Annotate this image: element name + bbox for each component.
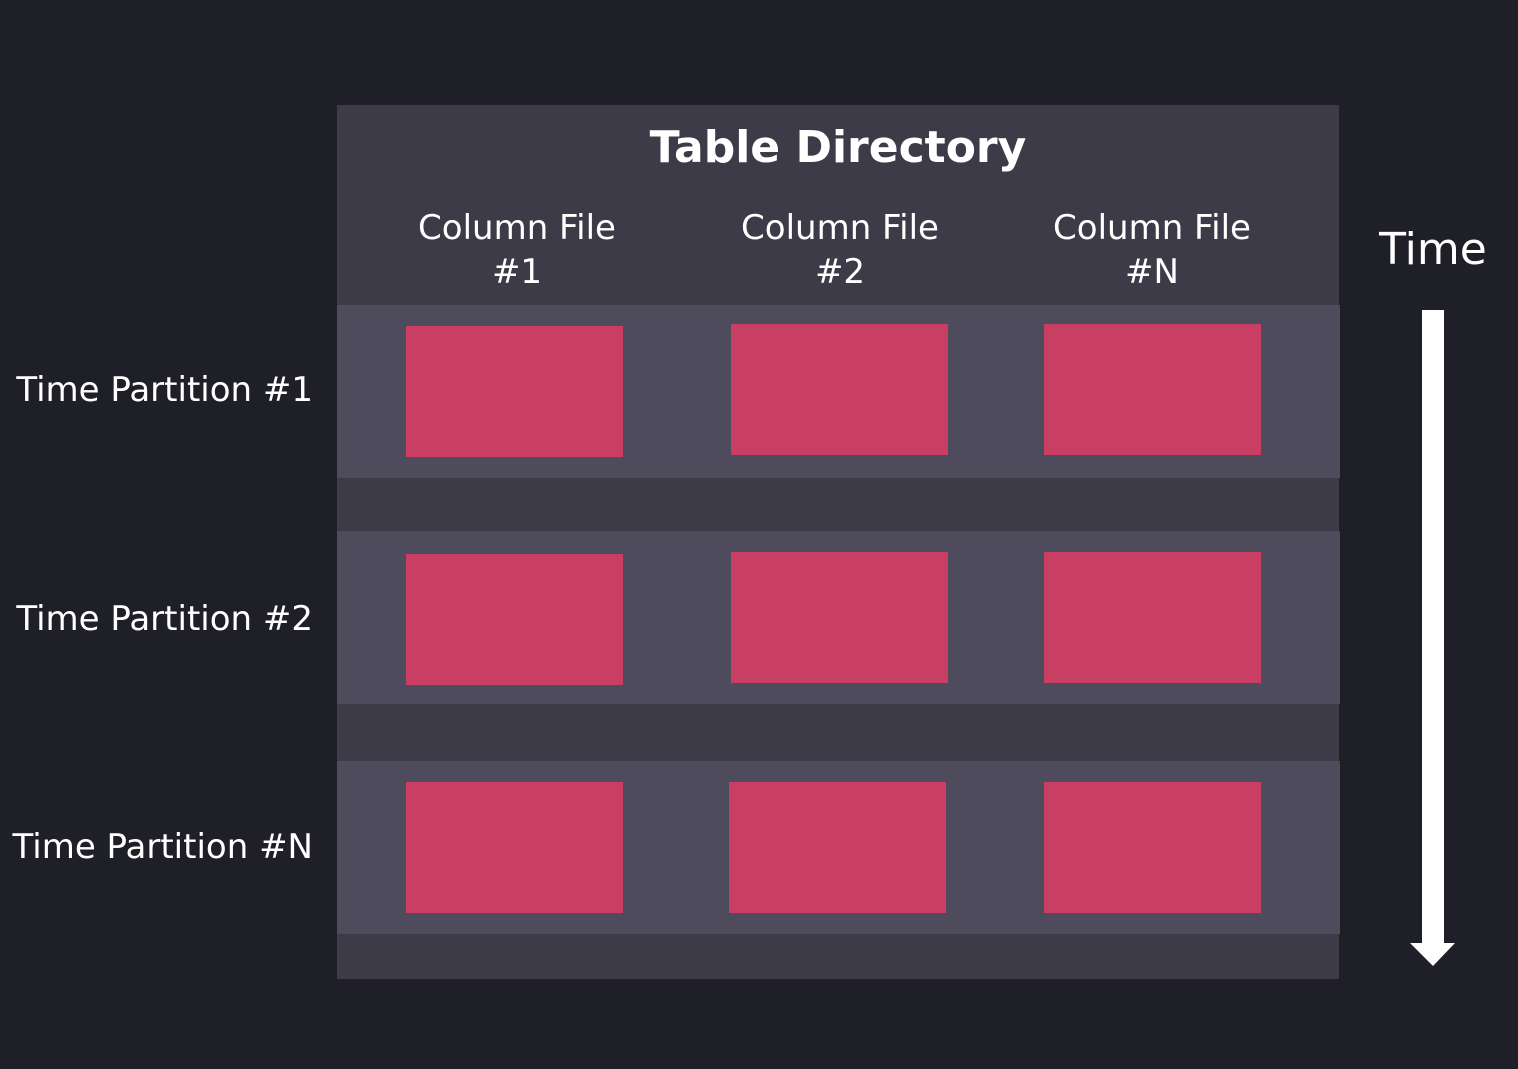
column-file-block	[729, 782, 946, 913]
column-file-block	[1044, 324, 1261, 455]
partition-label-1: Time Partition #1	[16, 370, 313, 410]
column-file-block	[406, 554, 623, 685]
column-file-block	[1044, 782, 1261, 913]
column-header-2: Column File #2	[741, 208, 939, 292]
time-arrow-icon	[1410, 310, 1455, 966]
column-file-block	[406, 782, 623, 913]
column-file-block	[1044, 552, 1261, 683]
column-file-block	[406, 326, 623, 457]
column-header-1: Column File #1	[418, 208, 616, 292]
time-label: Time	[1379, 224, 1487, 275]
partition-label-2: Time Partition #2	[16, 599, 313, 639]
column-header-n: Column File #N	[1053, 208, 1251, 292]
partition-label-n: Time Partition #N	[12, 827, 313, 867]
table-directory-title: Table Directory	[649, 122, 1027, 173]
column-file-block	[731, 552, 948, 683]
column-file-block	[731, 324, 948, 455]
